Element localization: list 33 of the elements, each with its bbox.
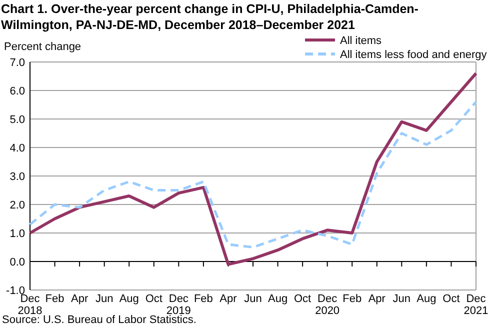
x-tick-label: Dec 2018 — [18, 293, 42, 317]
source-note: Source: U.S. Bureau of Labor Statistics. — [2, 314, 196, 326]
x-tick-label: Oct — [294, 293, 312, 305]
x-tick-label: Feb — [342, 293, 362, 305]
y-tick-label: 2.0 — [10, 200, 25, 212]
x-tick-label: Oct — [442, 293, 460, 305]
y-tick-label: 4.0 — [10, 142, 25, 154]
x-tick-label: Jun — [392, 293, 411, 305]
chart-title: Chart 1. Over-the-year percent change in CPI-U, Philadelphia-Camden- Wilmington, PA-NJ-DE-MD, December 2018–December 2021 — [1, 2, 418, 32]
x-tick-label: Apr — [368, 293, 386, 305]
x-tick-label: Apr — [220, 293, 238, 305]
y-tick-label: 7.0 — [10, 57, 25, 69]
y-tick-label: 1.0 — [10, 228, 25, 240]
x-tick-label: Apr — [70, 293, 88, 305]
x-tick-label: Jun — [95, 293, 114, 305]
y-tick-label: 5.0 — [10, 114, 25, 126]
line-series — [28, 100, 478, 248]
y-tick-label: 3.0 — [10, 171, 25, 183]
x-tick-label: Jun — [244, 293, 262, 305]
line-series — [28, 72, 478, 266]
y-axis-title: Percent change — [4, 41, 82, 53]
x-tick-label: Aug — [416, 293, 436, 305]
x-tick-label: Aug — [119, 293, 139, 305]
x-tick-label: Dec 2021 — [464, 293, 488, 317]
x-tick-label: Oct — [145, 293, 162, 305]
y-tick-label: 0.0 — [10, 256, 25, 268]
x-tick-label: Aug — [268, 293, 288, 305]
legend-label: All items — [340, 35, 382, 47]
x-tick-label: Feb — [45, 293, 64, 305]
legend-label: All items less food and energy — [340, 49, 488, 61]
x-tick-label: Feb — [194, 293, 213, 305]
x-tick-label: Dec 2020 — [315, 293, 340, 317]
y-tick-label: 6.0 — [10, 86, 25, 98]
